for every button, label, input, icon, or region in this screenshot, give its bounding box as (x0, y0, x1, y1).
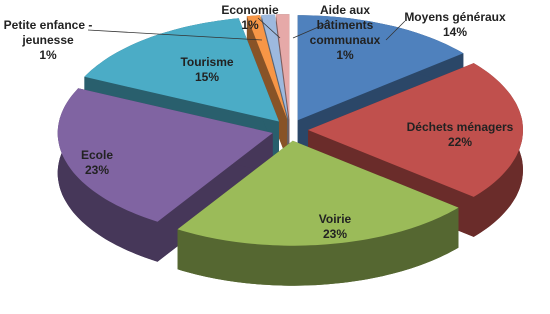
leader-line (292, 21, 331, 39)
slice-label: Moyens généraux 14% (380, 10, 530, 40)
slices (57, 14, 523, 286)
slice (297, 15, 464, 121)
category-label: Moyens généraux (404, 10, 506, 24)
slice (177, 140, 459, 246)
category-label: Ecole (80, 148, 113, 162)
leader-line (385, 20, 406, 41)
leader-line (257, 17, 281, 39)
slice (246, 15, 288, 120)
slice (308, 63, 523, 197)
slice-label: Economie 1% (210, 3, 290, 33)
category-label: Voirie (318, 212, 352, 226)
category-label: Aide aux bâtiments communaux (309, 3, 381, 47)
category-label: Déchets ménagers (406, 120, 514, 134)
leader-line (87, 29, 263, 41)
slice (57, 88, 273, 222)
slice-label: Aide aux bâtiments communaux 1% (300, 3, 390, 63)
slice (84, 18, 280, 122)
value-label: 22% (447, 135, 473, 149)
slice-label: Voirie 23% (295, 212, 375, 242)
leader-lines (87, 17, 406, 41)
slice-label: Petite enfance - jeunesse 1% (1, 18, 96, 63)
value-label: 23% (84, 163, 110, 177)
slice-label: Ecole 23% (67, 148, 127, 178)
value-label: 14% (442, 25, 468, 39)
value-label: 23% (322, 227, 348, 241)
slice-wall (177, 207, 459, 286)
category-label: Tourisme (180, 55, 234, 69)
value-label: 1% (241, 18, 259, 32)
category-label: Economie (221, 3, 279, 17)
value-label: 15% (194, 70, 220, 84)
slice (275, 14, 290, 120)
slice (261, 14, 289, 120)
value-label: 1% (39, 48, 57, 62)
slice-label: Tourisme 15% (167, 55, 247, 85)
category-label: Petite enfance - jeunesse (3, 18, 93, 47)
slice-label: Déchets ménagers 22% (395, 120, 525, 150)
slice-wall (57, 88, 158, 262)
value-label: 1% (336, 48, 354, 62)
